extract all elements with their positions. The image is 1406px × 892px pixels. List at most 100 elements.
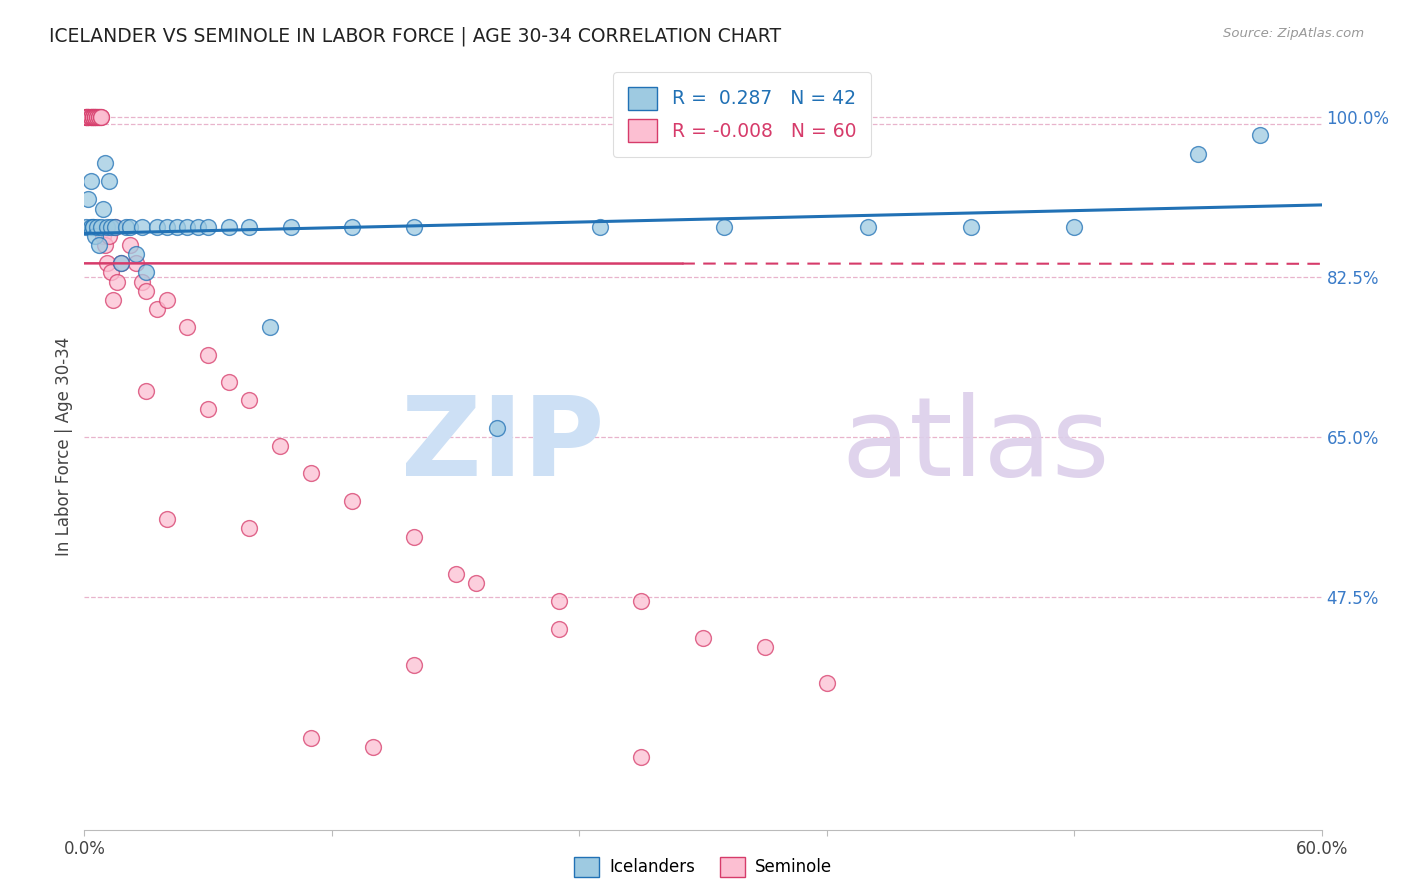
- Seminole: [77, 110, 100, 124]
- Seminole: [269, 439, 291, 453]
- Seminole: [754, 640, 776, 654]
- Icelanders: [856, 219, 879, 234]
- Icelanders: [83, 229, 105, 244]
- Seminole: [90, 110, 112, 124]
- Seminole: [103, 293, 125, 307]
- Icelanders: [187, 219, 209, 234]
- Icelanders: [86, 219, 108, 234]
- Icelanders: [238, 219, 260, 234]
- Seminole: [77, 110, 100, 124]
- Icelanders: [259, 320, 281, 334]
- Icelanders: [404, 219, 426, 234]
- Seminole: [83, 110, 105, 124]
- Seminole: [197, 348, 219, 362]
- Seminole: [90, 110, 112, 124]
- Seminole: [465, 576, 488, 591]
- Seminole: [156, 512, 179, 526]
- Seminole: [815, 676, 838, 690]
- Icelanders: [218, 219, 240, 234]
- Seminole: [75, 110, 97, 124]
- Seminole: [79, 110, 101, 124]
- Seminole: [75, 110, 97, 124]
- Icelanders: [100, 219, 122, 234]
- Seminole: [118, 238, 141, 252]
- Icelanders: [98, 174, 121, 188]
- Seminole: [104, 219, 127, 234]
- Seminole: [630, 749, 652, 764]
- Seminole: [135, 384, 157, 399]
- Icelanders: [713, 219, 735, 234]
- Icelanders: [118, 219, 141, 234]
- Seminole: [238, 521, 260, 535]
- Seminole: [547, 594, 569, 608]
- Seminole: [86, 110, 108, 124]
- Seminole: [630, 594, 652, 608]
- Icelanders: [197, 219, 219, 234]
- Seminole: [299, 467, 322, 481]
- Seminole: [98, 229, 121, 244]
- Seminole: [96, 256, 118, 270]
- Icelanders: [104, 219, 127, 234]
- Seminole: [444, 566, 467, 581]
- Icelanders: [342, 219, 364, 234]
- Icelanders: [77, 193, 100, 207]
- Icelanders: [1249, 128, 1271, 143]
- Seminole: [135, 284, 157, 298]
- Icelanders: [114, 219, 136, 234]
- Icelanders: [110, 256, 132, 270]
- Seminole: [197, 402, 219, 417]
- Seminole: [82, 110, 104, 124]
- Seminole: [79, 110, 101, 124]
- Seminole: [299, 731, 322, 746]
- Text: ICELANDER VS SEMINOLE IN LABOR FORCE | AGE 30-34 CORRELATION CHART: ICELANDER VS SEMINOLE IN LABOR FORCE | A…: [49, 27, 782, 46]
- Legend: Icelanders, Seminole: Icelanders, Seminole: [568, 850, 838, 884]
- Icelanders: [125, 247, 148, 261]
- Icelanders: [91, 202, 114, 216]
- Seminole: [238, 393, 260, 408]
- Icelanders: [589, 219, 612, 234]
- Seminole: [83, 110, 105, 124]
- Icelanders: [90, 219, 112, 234]
- Seminole: [218, 375, 240, 389]
- Icelanders: [176, 219, 198, 234]
- Icelanders: [79, 219, 101, 234]
- Seminole: [86, 110, 108, 124]
- Seminole: [692, 631, 714, 645]
- Seminole: [145, 301, 167, 316]
- Seminole: [105, 275, 128, 289]
- Icelanders: [960, 219, 983, 234]
- Icelanders: [82, 219, 104, 234]
- Seminole: [77, 110, 100, 124]
- Y-axis label: In Labor Force | Age 30-34: In Labor Force | Age 30-34: [55, 336, 73, 556]
- Seminole: [79, 110, 101, 124]
- Seminole: [110, 256, 132, 270]
- Text: ZIP: ZIP: [401, 392, 605, 500]
- Icelanders: [485, 421, 508, 435]
- Seminole: [547, 622, 569, 636]
- Seminole: [83, 110, 105, 124]
- Seminole: [342, 493, 364, 508]
- Icelanders: [135, 265, 157, 279]
- Icelanders: [280, 219, 302, 234]
- Text: atlas: atlas: [841, 392, 1109, 500]
- Icelanders: [145, 219, 167, 234]
- Text: Source: ZipAtlas.com: Source: ZipAtlas.com: [1223, 27, 1364, 40]
- Icelanders: [1187, 146, 1209, 161]
- Icelanders: [156, 219, 179, 234]
- Seminole: [404, 658, 426, 673]
- Legend: R =  0.287   N = 42, R = -0.008   N = 60: R = 0.287 N = 42, R = -0.008 N = 60: [613, 72, 872, 157]
- Seminole: [75, 110, 97, 124]
- Seminole: [87, 110, 110, 124]
- Icelanders: [94, 156, 117, 170]
- Icelanders: [1063, 219, 1085, 234]
- Seminole: [404, 530, 426, 544]
- Seminole: [82, 110, 104, 124]
- Icelanders: [75, 219, 97, 234]
- Seminole: [82, 110, 104, 124]
- Seminole: [125, 256, 148, 270]
- Seminole: [100, 265, 122, 279]
- Seminole: [87, 110, 110, 124]
- Seminole: [361, 740, 384, 755]
- Icelanders: [96, 219, 118, 234]
- Seminole: [94, 238, 117, 252]
